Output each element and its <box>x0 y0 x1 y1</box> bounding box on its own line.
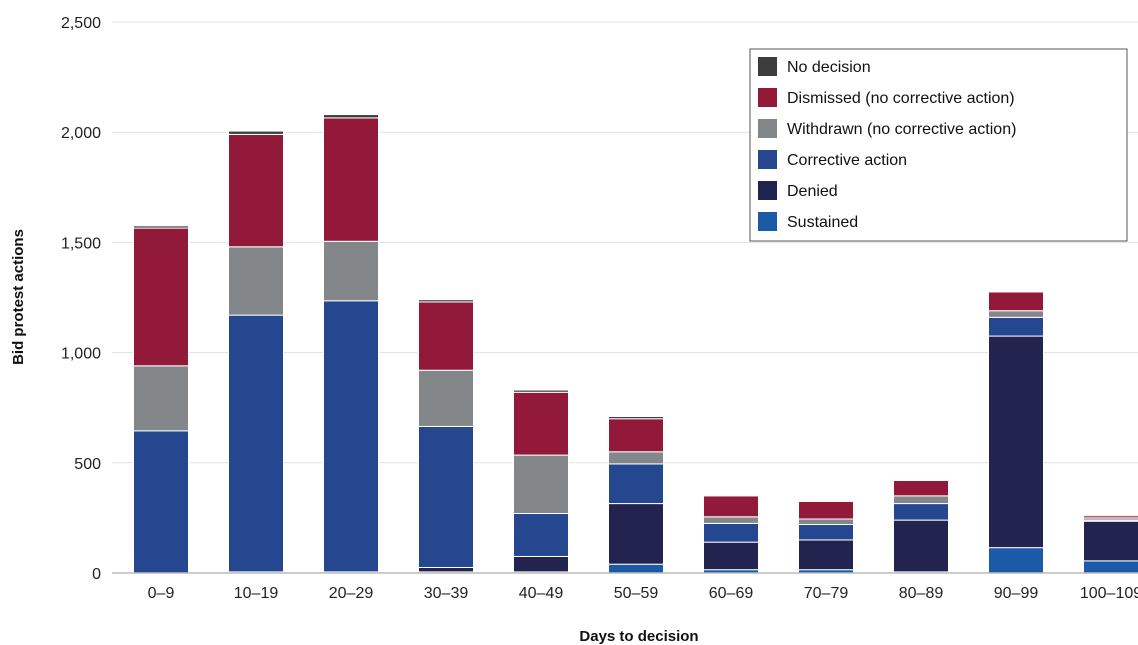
bar-segment <box>133 227 189 367</box>
bar-segment <box>988 335 1044 549</box>
bar-stack <box>418 299 474 574</box>
legend-label: Denied <box>787 183 838 200</box>
bar-segment <box>608 563 664 574</box>
bar-segment <box>418 369 474 427</box>
bar-segment <box>513 391 569 456</box>
legend-swatch <box>758 88 777 107</box>
x-tick-label: 50–59 <box>614 585 659 602</box>
bar-stack <box>1083 514 1138 574</box>
bar-segment <box>703 541 759 571</box>
bar-stack <box>608 416 664 574</box>
bar-segment <box>893 503 949 521</box>
bar-segment <box>418 301 474 371</box>
legend: No decision Dismissed (no corrective acti… <box>749 48 1128 242</box>
bar-stack <box>798 500 854 574</box>
bar-stack <box>893 479 949 574</box>
bar-segment <box>418 425 474 568</box>
bar-segment <box>988 547 1044 574</box>
bar-segment <box>798 518 854 526</box>
bar-segment <box>323 117 379 242</box>
x-tick-label: 70–79 <box>804 585 849 602</box>
bars <box>133 114 1138 574</box>
bar-segment <box>988 291 1044 312</box>
legend-label: Corrective action <box>787 152 907 169</box>
bar-segment <box>323 300 379 573</box>
bar-segment <box>1083 514 1138 517</box>
y-axis-ticks: 0 500 1,000 1,500 2,000 2,500 <box>61 15 101 583</box>
bar-segment <box>608 463 664 505</box>
legend-label: Sustained <box>787 214 858 231</box>
legend-swatch <box>758 119 777 138</box>
bar-segment <box>323 240 379 302</box>
x-tick-label: 60–69 <box>709 585 754 602</box>
legend-swatch <box>758 57 777 76</box>
x-tick-label: 100–109 <box>1080 585 1138 602</box>
bar-segment <box>513 454 569 514</box>
bar-segment <box>798 524 854 541</box>
x-axis-title: Days to decision <box>579 628 698 645</box>
x-tick-label: 10–19 <box>234 585 279 602</box>
bar-segment <box>228 314 284 573</box>
bar-segment <box>1083 560 1138 574</box>
legend-swatch <box>758 150 777 169</box>
bar-segment <box>608 418 664 453</box>
x-tick-label: 30–39 <box>424 585 469 602</box>
bar-segment <box>988 316 1044 337</box>
y-tick-label: 1,000 <box>61 346 101 363</box>
bar-segment <box>798 539 854 571</box>
bar-segment <box>703 495 759 518</box>
bar-segment <box>323 114 379 119</box>
bar-segment <box>133 365 189 432</box>
bar-segment <box>893 479 949 497</box>
y-tick-label: 2,500 <box>61 15 101 32</box>
bar-segment <box>608 451 664 465</box>
legend-label: Withdrawn (no corrective action) <box>787 121 1016 138</box>
y-tick-label: 2,000 <box>61 125 101 142</box>
bar-segment <box>893 519 949 573</box>
bar-segment <box>133 430 189 574</box>
x-tick-label: 20–29 <box>329 585 374 602</box>
bar-stack <box>988 291 1044 574</box>
x-tick-label: 40–49 <box>519 585 564 602</box>
legend-swatch <box>758 212 777 231</box>
bar-segment <box>418 566 474 573</box>
bar-segment <box>703 516 759 524</box>
bar-segment <box>228 130 284 135</box>
bar-segment <box>513 555 569 573</box>
y-tick-label: 0 <box>92 566 101 583</box>
bar-segment <box>798 500 854 520</box>
bar-stack <box>703 494 759 574</box>
bar-segment <box>988 310 1044 318</box>
bar-segment <box>703 522 759 543</box>
bar-segment <box>228 133 284 248</box>
y-tick-label: 1,500 <box>61 235 101 252</box>
bar-segment <box>608 416 664 420</box>
legend-label: No decision <box>787 59 871 76</box>
bar-segment <box>513 389 569 393</box>
bar-stack <box>228 130 284 574</box>
y-axis-title: Bid protest actions <box>10 229 27 365</box>
bar-stack <box>323 114 379 574</box>
bar-segment <box>418 299 474 303</box>
bar-segment <box>1083 520 1138 562</box>
x-tick-label: 80–89 <box>899 585 944 602</box>
bar-segment <box>893 495 949 505</box>
bar-segment <box>228 246 284 316</box>
x-tick-label: 0–9 <box>148 585 175 602</box>
legend-box <box>749 48 1128 242</box>
legend-label: Dismissed (no corrective action) <box>787 90 1015 107</box>
x-tick-label: 90–99 <box>994 585 1039 602</box>
legend-swatch <box>758 181 777 200</box>
bar-stack <box>133 225 189 574</box>
bar-segment <box>608 503 664 565</box>
y-tick-label: 500 <box>74 456 101 473</box>
x-axis-ticks: 0–9 10–19 20–29 30–39 40–49 50–59 60–69 70–79 80… <box>148 585 1138 602</box>
bar-stack <box>513 389 569 574</box>
bar-segment <box>133 225 189 229</box>
bar-segment <box>513 512 569 557</box>
